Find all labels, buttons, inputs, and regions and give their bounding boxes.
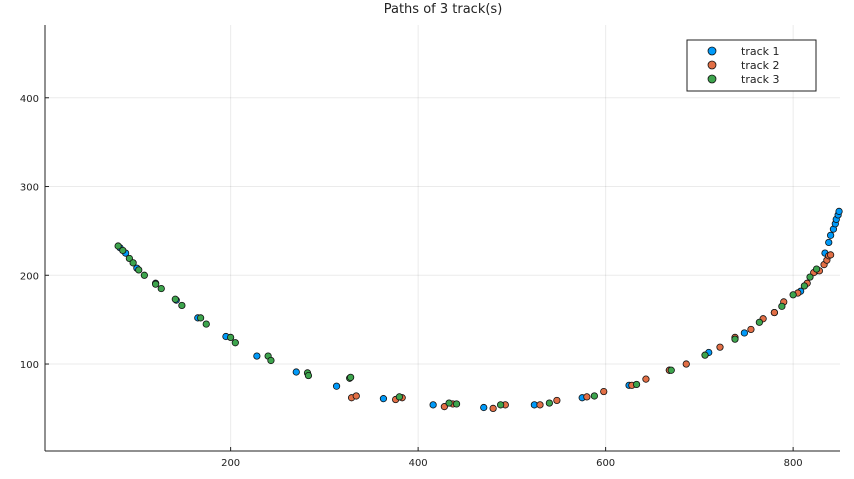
- y-axis-ticks: 100 200 300 400: [20, 94, 49, 371]
- grid-lines: [45, 25, 840, 451]
- data-point: [755, 318, 763, 326]
- legend-marker: [707, 74, 717, 84]
- data-point: [202, 320, 210, 328]
- data-point: [682, 360, 690, 368]
- x-tick-label: 800: [784, 458, 803, 469]
- data-point: [812, 265, 821, 273]
- data-point: [440, 403, 448, 411]
- data-point: [716, 343, 724, 351]
- data-point: [545, 399, 553, 407]
- data-point: [178, 301, 186, 310]
- y-tick-label: 300: [20, 183, 39, 194]
- data-point: [304, 371, 313, 380]
- data-point: [171, 295, 179, 303]
- data-point: [497, 401, 505, 409]
- data-point: [553, 396, 561, 405]
- y-tick-label: 100: [20, 360, 39, 371]
- data-point: [731, 335, 739, 343]
- legend-label: track 1: [741, 45, 780, 58]
- data-point: [583, 393, 591, 401]
- y-tick-label: 200: [20, 271, 39, 282]
- data-point: [157, 284, 165, 293]
- data-point: [197, 314, 205, 322]
- data-point: [452, 400, 461, 408]
- x-tick-label: 600: [596, 458, 615, 469]
- data-point: [135, 266, 143, 274]
- data-point: [747, 325, 755, 334]
- data-point: [292, 368, 300, 376]
- axes: [44, 25, 840, 452]
- x-tick-label: 400: [409, 458, 428, 469]
- data-point: [267, 356, 275, 365]
- data-point: [632, 380, 641, 389]
- legend-marker: [707, 46, 717, 56]
- data-point: [352, 392, 360, 400]
- data-point: [114, 242, 122, 250]
- y-tick-label: 400: [20, 94, 39, 105]
- data-point: [835, 207, 843, 215]
- data-point: [332, 382, 341, 390]
- series-track-1: [116, 207, 843, 412]
- data-point: [480, 403, 488, 412]
- data-point: [827, 251, 835, 259]
- data-point: [825, 238, 833, 247]
- data-point: [129, 259, 137, 267]
- data-point: [152, 280, 160, 288]
- data-point: [667, 366, 675, 374]
- data-point: [227, 333, 235, 341]
- data-point: [347, 373, 355, 381]
- data-point: [429, 401, 437, 409]
- chart-title: Paths of 3 track(s): [384, 2, 503, 17]
- data-point: [770, 308, 778, 317]
- data-point: [789, 291, 797, 299]
- data-point: [140, 271, 148, 279]
- data-point: [806, 273, 814, 281]
- data-point: [590, 392, 598, 400]
- data-point: [800, 282, 808, 290]
- data-point: [642, 375, 650, 383]
- data-point: [600, 387, 608, 396]
- series-track-3: [114, 242, 821, 409]
- data-point: [379, 395, 388, 403]
- legend-label: track 2: [741, 59, 780, 72]
- data-point: [395, 393, 403, 401]
- data-point: [536, 401, 544, 409]
- data-point: [827, 231, 835, 239]
- data-point: [231, 339, 239, 347]
- data-point: [489, 404, 497, 412]
- data-point: [445, 399, 453, 407]
- data-points: [114, 207, 843, 412]
- data-point: [119, 246, 127, 255]
- data-point: [701, 351, 709, 359]
- data-point: [778, 302, 786, 310]
- data-point: [253, 352, 261, 360]
- data-point: [740, 329, 748, 337]
- x-axis-ticks: 200 400 600 800: [221, 447, 803, 469]
- legend-label: track 3: [741, 73, 780, 86]
- x-tick-label: 200: [221, 458, 240, 469]
- legend-marker: [707, 60, 717, 70]
